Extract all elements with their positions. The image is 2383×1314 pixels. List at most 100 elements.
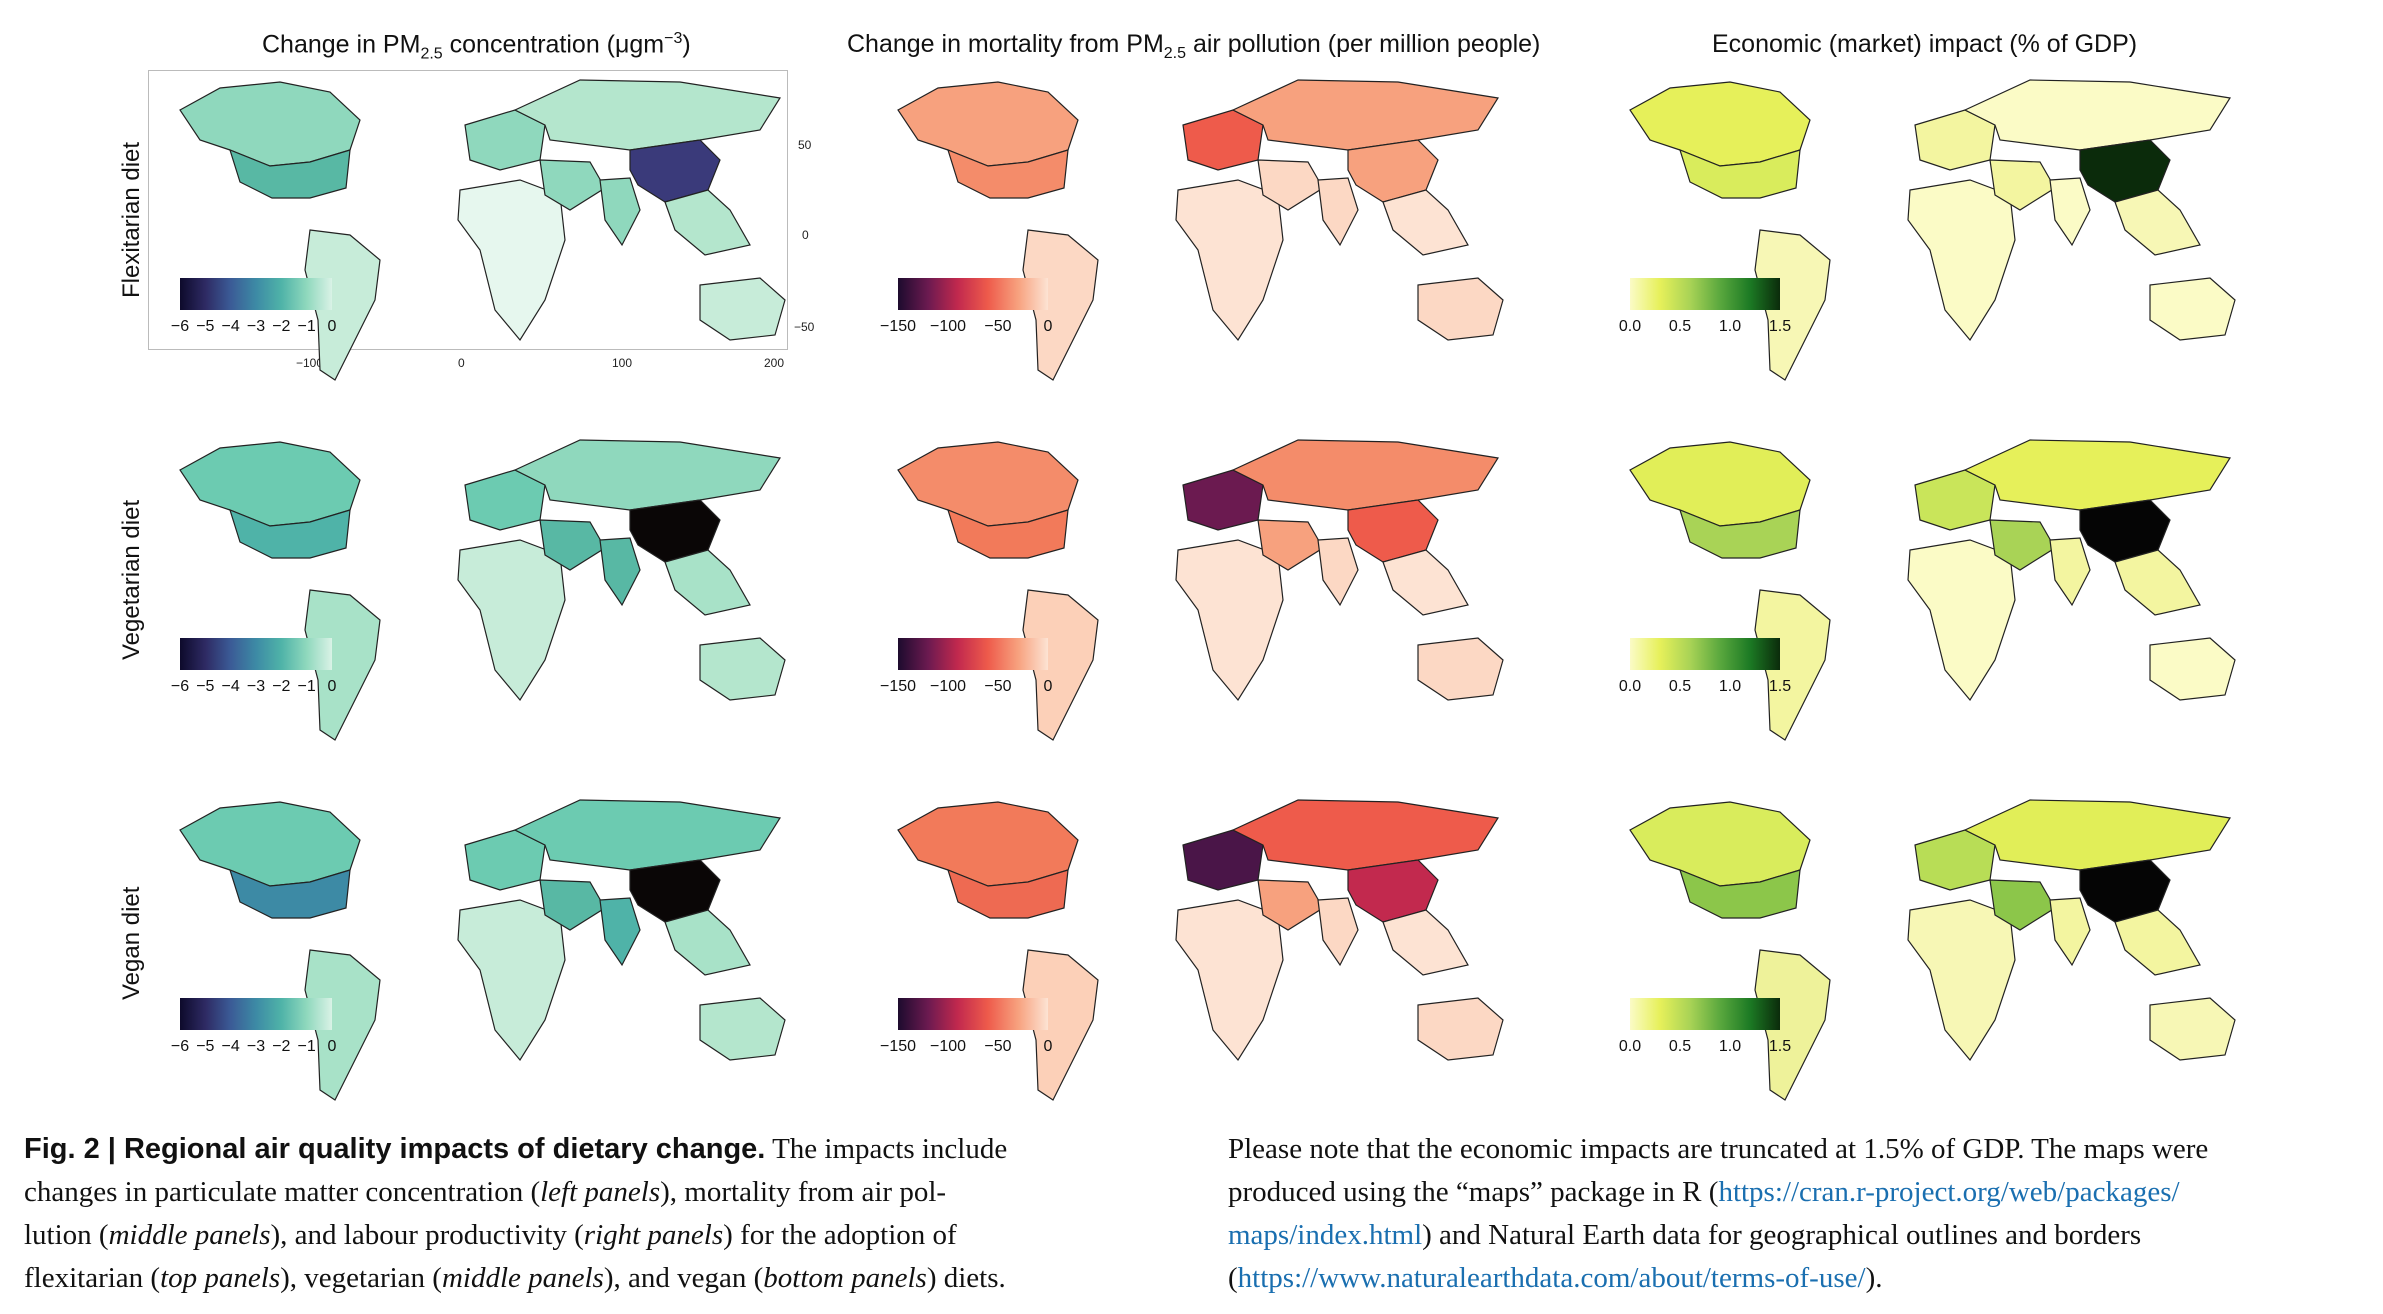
caption-text: ) diets. — [926, 1262, 1006, 1294]
legend-gradient — [180, 998, 332, 1030]
maps-package-link-cont[interactable]: maps/index.html — [1228, 1219, 1423, 1251]
legend-tick: 0.0 — [1618, 318, 1642, 335]
natural-earth-link[interactable]: https://www.naturalearthdata.com/about/t… — [1237, 1262, 1866, 1294]
legend-tick: 0 — [327, 318, 337, 335]
caption-text: The impacts include — [765, 1133, 1008, 1165]
title-sub: 2.5 — [420, 45, 443, 63]
legend-tick: 0 — [1043, 318, 1053, 335]
region-ru — [1963, 439, 2231, 511]
legend-tick: 1.5 — [1768, 318, 1792, 335]
caption-italic: left panels — [540, 1176, 661, 1208]
caption-text: ) and Natural Earth data for geographica… — [1422, 1219, 2142, 1251]
caption-line: Please note that the economic impacts ar… — [1228, 1133, 2209, 1165]
x-tick: 0 — [458, 356, 465, 370]
region-au — [699, 997, 786, 1061]
region-na — [179, 441, 361, 527]
legend-gradient — [898, 638, 1048, 670]
region-af — [1907, 539, 2016, 702]
legend-tick: −6 — [170, 318, 190, 335]
region-us — [1679, 508, 1801, 559]
region-sea — [1382, 189, 1469, 256]
caption-line: maps/index.html) and Natural Earth data … — [1228, 1214, 2378, 1257]
region-me — [1257, 519, 1324, 571]
world-map — [897, 79, 1504, 381]
region-me — [539, 519, 606, 571]
caption-line: flexitarian (top panels), vegetarian (mi… — [24, 1257, 1184, 1300]
caption-text: changes in particulate matter concentrat… — [24, 1176, 541, 1208]
y-tick: 0 — [802, 228, 809, 242]
x-tick: 200 — [764, 356, 785, 370]
region-au — [699, 637, 786, 701]
caption-italic: top panels — [160, 1262, 281, 1294]
figure-note: Please note that the economic impacts ar… — [1228, 1128, 2378, 1300]
region-af — [1175, 539, 1284, 702]
title-text: Change in mortality from PM — [847, 30, 1164, 58]
legend-tick: 0 — [327, 1038, 337, 1055]
legend-tick: −4 — [221, 1038, 240, 1055]
world-map — [897, 799, 1504, 1101]
col-title-mortality: Change in mortality from PM2.5 air pollu… — [847, 30, 1540, 63]
region-na — [897, 441, 1079, 527]
legend-tick: −2 — [272, 1038, 291, 1055]
title-text: concentration (μgm — [442, 30, 665, 59]
region-af — [457, 899, 566, 1062]
legend-tick: −50 — [984, 1038, 1012, 1055]
world-map — [1629, 439, 2236, 741]
region-us — [947, 508, 1069, 559]
legend-tick: −50 — [984, 318, 1012, 335]
caption-text: ) for the adoption of — [723, 1219, 957, 1251]
region-ru — [513, 439, 781, 511]
caption-text: lution ( — [24, 1219, 109, 1251]
legend-tick: −1 — [297, 678, 316, 695]
world-map — [897, 439, 1504, 741]
legend-tick: −1 — [297, 318, 316, 335]
region-in — [2049, 177, 2091, 247]
region-af — [457, 539, 566, 702]
region-ru — [1231, 799, 1499, 871]
x-tick: 100 — [612, 356, 633, 370]
legend-tick: 0 — [1043, 1038, 1053, 1055]
legend-tick: −5 — [196, 678, 215, 695]
title-sup: −3 — [664, 30, 683, 47]
region-na — [179, 801, 361, 887]
legend-tick: 1.0 — [1718, 318, 1742, 335]
caption-line: changes in particulate matter concentrat… — [24, 1171, 1184, 1214]
legend-gradient — [180, 638, 332, 670]
region-us — [229, 508, 351, 559]
region-in — [1317, 537, 1359, 607]
legend-tick: 0 — [327, 678, 337, 695]
row-label-flexitarian: Flexitarian diet — [118, 141, 145, 298]
caption-line: (https://www.naturalearthdata.com/about/… — [1228, 1257, 2378, 1300]
legend-tick: 0 — [1043, 678, 1053, 695]
region-ru — [513, 799, 781, 871]
caption-text: ), and vegan ( — [603, 1262, 764, 1294]
region-af — [1907, 899, 2016, 1062]
region-in — [2049, 897, 2091, 967]
region-au — [699, 277, 786, 341]
region-sea — [664, 549, 751, 616]
region-ru — [513, 79, 781, 151]
region-in — [1317, 897, 1359, 967]
caption-text: ), vegetarian ( — [280, 1262, 442, 1294]
maps-package-link[interactable]: https://cran.r-project.org/web/packages/ — [1718, 1176, 2180, 1208]
region-au — [1417, 637, 1504, 701]
region-in — [599, 537, 641, 607]
region-au — [2149, 637, 2236, 701]
legend-tick: 1.5 — [1768, 678, 1792, 695]
region-me — [1989, 879, 2056, 931]
region-af — [1907, 179, 2016, 342]
world-map — [179, 439, 786, 741]
title-text: air pollution (per million people) — [1186, 30, 1541, 58]
col-title-pm25: Change in PM2.5 concentration (μgm−3) — [262, 30, 691, 63]
legend-tick: 1.0 — [1718, 678, 1742, 695]
legend-tick: 0.0 — [1618, 678, 1642, 695]
region-me — [1989, 159, 2056, 211]
title-text: ) — [682, 30, 691, 59]
legend-gradient — [898, 278, 1048, 310]
legend-gradient — [1630, 998, 1780, 1030]
legend-tick: −3 — [246, 318, 266, 335]
region-us — [229, 868, 351, 919]
region-sea — [2114, 909, 2201, 976]
x-tick: −100 — [296, 356, 324, 370]
col-title-economic: Economic (market) impact (% of GDP) — [1712, 30, 2137, 59]
